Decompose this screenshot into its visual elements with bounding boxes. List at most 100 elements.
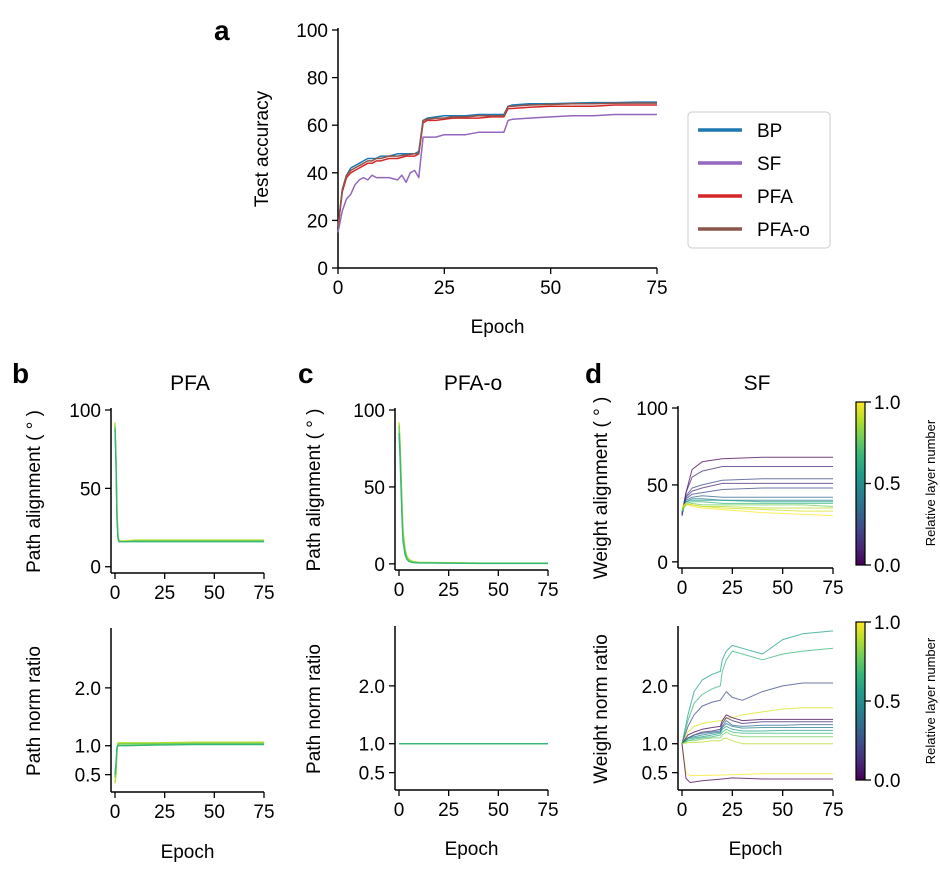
x-tick-label: 50 [488,800,509,821]
series-line-1 [114,742,264,778]
legend-label-pfa-o: PFA-o [757,220,810,241]
series-line-4 [681,714,833,744]
y-tick-label: 0.5 [75,766,101,787]
y-tick-label: 1.0 [359,735,385,756]
y-tick-label: 2.0 [75,679,101,700]
series-line-3 [681,482,833,516]
panel-d-weight-alignment: 0 25 50 75 0 50 100 Weight alignment ( ° ) [591,397,844,599]
y-tick-label: 100 [69,401,101,422]
x-tick-label: 50 [540,278,561,299]
x-tick-label: 0 [394,800,405,821]
series-line-pfa [337,104,657,228]
series-line-bp [337,101,657,228]
panel-title-b: PFA [170,372,210,395]
legend-label-pfa: PFA [757,187,793,208]
panel-letter-c: c [298,358,314,389]
y-tick-label: 50 [647,476,668,497]
panel-letter-d: d [585,358,602,389]
series-line-12 [681,743,833,776]
colorbar-top-tick-0: 0.0 [874,556,900,577]
series-line-0 [114,422,264,542]
x-tick-label: 75 [537,580,558,601]
series-line-1 [681,466,833,513]
series-line-10 [681,504,833,510]
colorbar-bottom-gradient [855,621,866,781]
y-tick-label: 0 [374,555,385,576]
y-tick-label: 0 [90,558,101,579]
x-tick-label: 75 [822,578,843,599]
colorbar-top-gradient [855,401,866,566]
y-tick-label: 100 [636,399,668,420]
legend-frame [687,111,831,249]
y-tick-label: 20 [307,211,328,232]
panel-title-c: PFA-o [444,372,502,395]
panel-d-weight-norm-ratio: 0 25 50 75 0.5 1.0 2.0 Weight norm ratio Epoch [591,626,844,860]
colorbar-bottom-tick-1: 1.0 [874,613,900,634]
x-tick-label: 25 [722,800,743,821]
colorbar-top-tick-1: 1.0 [874,393,900,414]
x-tick-label: 50 [488,580,509,601]
x-tick-label: 25 [438,800,459,821]
series-line-2 [681,682,833,744]
series-line-2 [114,428,264,543]
y-tick-label: 0.5 [359,764,385,785]
x-axis-title: Epoch [161,842,215,863]
series-line-6 [681,720,833,745]
panel-letter-a: a [214,15,230,46]
series-line-sf [337,113,657,233]
series-line-4 [681,487,833,515]
colorbar-bottom-tick-0: 0.0 [874,771,900,792]
x-tick-label: 75 [537,800,558,821]
legend-panel-a: BP SF PFA PFA-o [687,111,831,249]
y-axis-title: Test accuracy [252,90,273,207]
legend-label-bp: BP [757,121,782,142]
y-tick-label: 2.0 [642,677,668,698]
y-tick-label: 0 [317,259,328,280]
x-tick-label: 75 [646,278,667,299]
x-tick-label: 0 [677,800,688,821]
x-tick-label: 0 [110,802,121,823]
x-axis-title: Epoch [471,317,525,338]
series-line-10 [681,731,833,745]
series-line-8 [681,501,833,512]
series-line-2 [114,743,264,775]
colorbar-top: 1.0 0.5 0.0 Relative layer number [855,393,938,577]
series-line-11 [681,737,833,745]
series-line-3 [681,707,833,744]
series-line-pfa-o [337,102,657,228]
colorbar-bottom-label: Relative layer number [923,637,938,764]
y-axis-title: Weight norm ratio [591,634,612,784]
x-tick-label: 25 [722,578,743,599]
series-line-2 [398,433,548,565]
series-line-2 [681,478,833,515]
panel-b-path-alignment: 0 25 50 75 0 50 100 Path alignment ( ° ) [24,401,275,604]
y-tick-label: 50 [80,479,101,500]
series-line-1 [114,425,264,543]
x-axis-title: Epoch [729,839,783,860]
series-line-9 [681,728,833,745]
colorbar-bottom-tick-05: 0.5 [874,692,900,713]
x-tick-label: 75 [253,583,274,604]
series-line-0 [681,630,834,744]
series-line-13 [681,743,833,783]
y-axis-title: Path alignment ( ° ) [24,410,45,573]
y-tick-label: 1.0 [75,737,101,758]
y-tick-label: 0.5 [642,764,668,785]
series-line-0 [114,741,264,784]
y-axis-title: Path norm ratio [24,646,45,776]
series-line-9 [681,502,834,512]
y-axis-title: Path alignment ( ° ) [304,409,325,572]
y-tick-label: 50 [364,478,385,499]
x-tick-label: 0 [333,278,344,299]
panel-a-test-accuracy: 0 25 50 75 0 20 40 60 80 100 Test accuracy Epoch [252,21,668,338]
panel-b-path-norm-ratio: 0 25 50 75 0.5 1.0 2.0 Path norm ratio Epoch [24,628,275,863]
y-axis-title: Weight alignment ( ° ) [591,397,612,580]
series-line-1 [398,425,548,564]
x-tick-label: 25 [154,802,175,823]
y-tick-label: 2.0 [359,677,385,698]
panel-letter-b: b [12,358,29,389]
y-tick-label: 0 [657,553,668,574]
y-tick-label: 60 [307,116,328,137]
x-tick-label: 50 [204,802,225,823]
